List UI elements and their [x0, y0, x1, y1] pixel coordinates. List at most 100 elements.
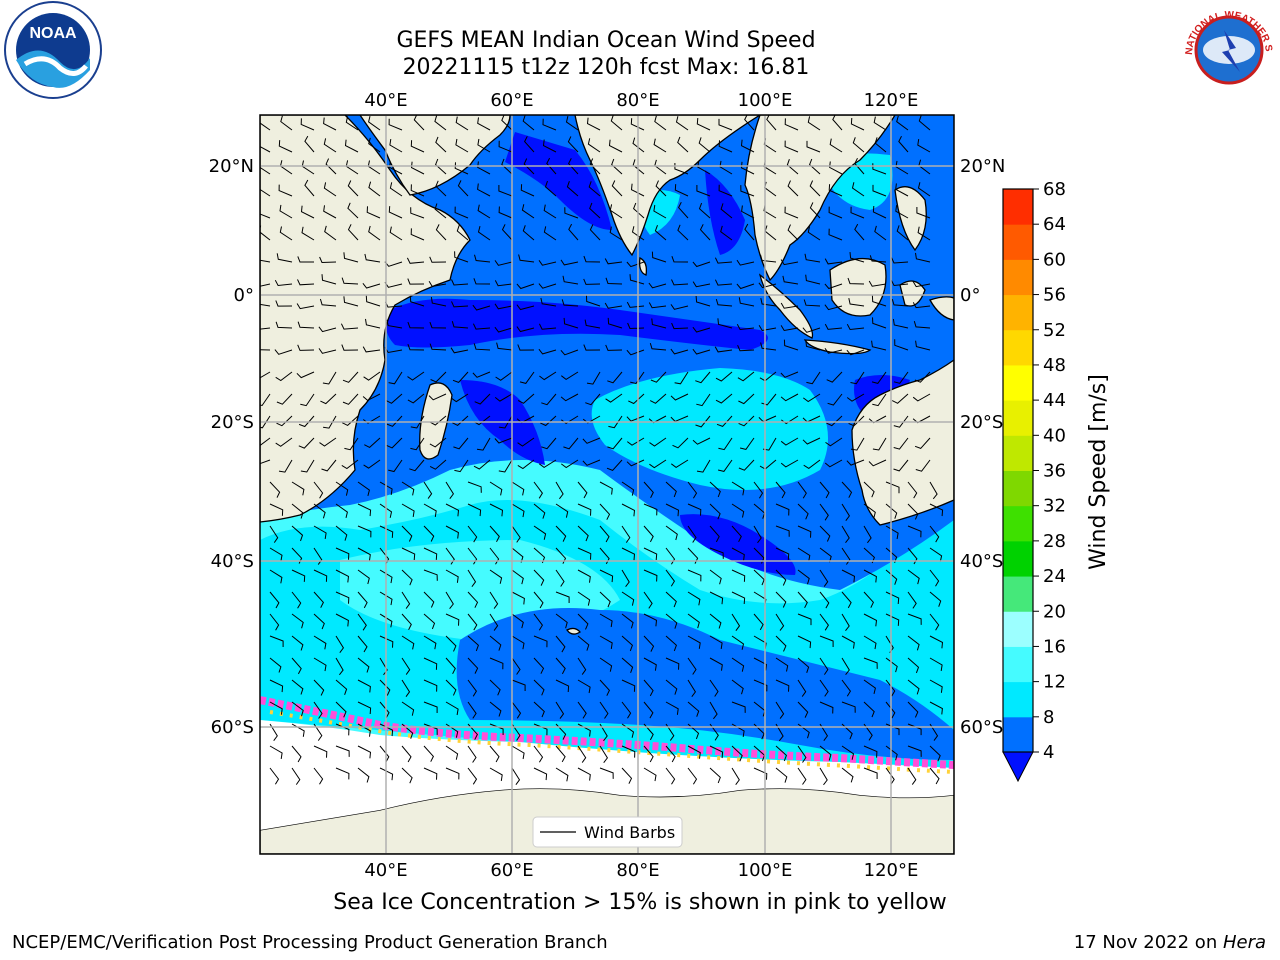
wind-barb [599, 745, 609, 764]
wind-barb [847, 277, 865, 285]
wind-barb [335, 657, 344, 676]
wind-barb [274, 279, 293, 287]
wind-barb [291, 657, 302, 675]
wind-barb [885, 503, 898, 519]
wind-barb [489, 657, 504, 670]
wind-barb [389, 139, 403, 153]
wind-barb [501, 224, 513, 241]
wind-barb [323, 138, 337, 153]
wind-barb [872, 437, 887, 451]
wind-barb [893, 415, 909, 428]
wind-barb [496, 342, 513, 351]
footer-date: 17 Nov 2022 on Hera [1074, 932, 1266, 953]
wind-barb [401, 767, 413, 784]
wind-barb [540, 415, 557, 427]
wind-barb [885, 679, 896, 697]
wind-barb [454, 459, 469, 473]
wind-barb [709, 525, 720, 543]
wind-barb [643, 635, 655, 652]
wind-barb [401, 635, 415, 650]
wind-barb [313, 481, 324, 499]
wind-barb [357, 569, 370, 585]
wind-barb [300, 205, 315, 219]
wind-barb [407, 393, 425, 404]
colorbar-tick-label: 68 [1043, 179, 1066, 200]
wind-barb [797, 569, 810, 585]
wind-barb [841, 635, 855, 649]
wind-barb [670, 348, 689, 355]
wind-barb [511, 723, 521, 741]
wind-barb [675, 116, 689, 131]
wind-barb [474, 393, 491, 405]
wind-barb [893, 459, 909, 472]
wind-barb [435, 224, 447, 241]
title-line-2: 20221115 t12z 120h fcst Max: 16.81 [402, 55, 810, 80]
wind-barb [342, 371, 359, 383]
wind-barb [719, 160, 733, 175]
wind-barb [368, 115, 381, 131]
wind-barb [621, 701, 632, 719]
wind-barb [929, 591, 942, 607]
wind-barb [687, 547, 699, 564]
wind-barb [304, 135, 315, 153]
wind-barb [429, 459, 447, 470]
wind-barb [929, 525, 940, 543]
left-lat-label: 0° [234, 285, 254, 306]
colorbar-block [1003, 505, 1033, 542]
wind-barb [567, 158, 579, 175]
wind-barb [313, 503, 326, 519]
wind-barb [335, 525, 348, 541]
wind-barb [313, 767, 324, 785]
wind-barb [585, 393, 601, 406]
wind-barb [802, 327, 821, 333]
wind-barb [714, 257, 733, 264]
wind-barb [494, 260, 513, 266]
wind-barb [819, 723, 829, 741]
wind-barb [665, 679, 678, 695]
wind-barb [809, 202, 821, 219]
wind-barb [621, 591, 635, 606]
sea-ice-caption: Sea Ice Concentration > 15% is shown in … [333, 890, 947, 915]
wind-barb [313, 569, 328, 582]
wind-barb [907, 679, 920, 695]
wind-barb [607, 317, 623, 329]
wind-barb [780, 459, 799, 468]
wind-barb [410, 207, 425, 219]
wind-barb [577, 503, 592, 516]
wind-barb [631, 226, 645, 241]
legend-label: Wind Barbs [584, 823, 675, 842]
wind-barb [665, 745, 676, 763]
wind-barb [915, 459, 931, 472]
wind-barb [731, 503, 745, 518]
wind-barb [568, 223, 579, 241]
wind-barb [782, 275, 799, 285]
wind-barb [787, 180, 799, 197]
wind-barb [429, 437, 447, 448]
wind-barb [343, 252, 359, 263]
wind-barb [841, 745, 855, 760]
wind-band-12-central [591, 368, 828, 490]
wind-barb [807, 226, 821, 241]
wind-barb [260, 166, 271, 175]
wind-barb [775, 503, 790, 516]
wind-barb [819, 503, 829, 521]
wind-barb [806, 140, 821, 153]
wind-barb [362, 346, 381, 353]
wind-barb [687, 525, 697, 543]
wind-barb [650, 371, 667, 383]
wind-barb [269, 613, 280, 631]
wind-barb [582, 437, 601, 444]
right-lat-label: 20°S [960, 412, 1003, 433]
wind-barb [357, 745, 372, 759]
wind-barb [555, 701, 565, 719]
wind-barb [357, 525, 372, 538]
wind-barb [297, 321, 315, 329]
wind-barb [863, 679, 876, 695]
wind-barb [621, 613, 634, 629]
wind-barb [797, 767, 807, 785]
wind-barb [671, 279, 689, 286]
left-lat-label: 40°S [211, 551, 254, 572]
colorbar-tick-label: 8 [1043, 707, 1054, 728]
wind-barb [451, 301, 469, 308]
